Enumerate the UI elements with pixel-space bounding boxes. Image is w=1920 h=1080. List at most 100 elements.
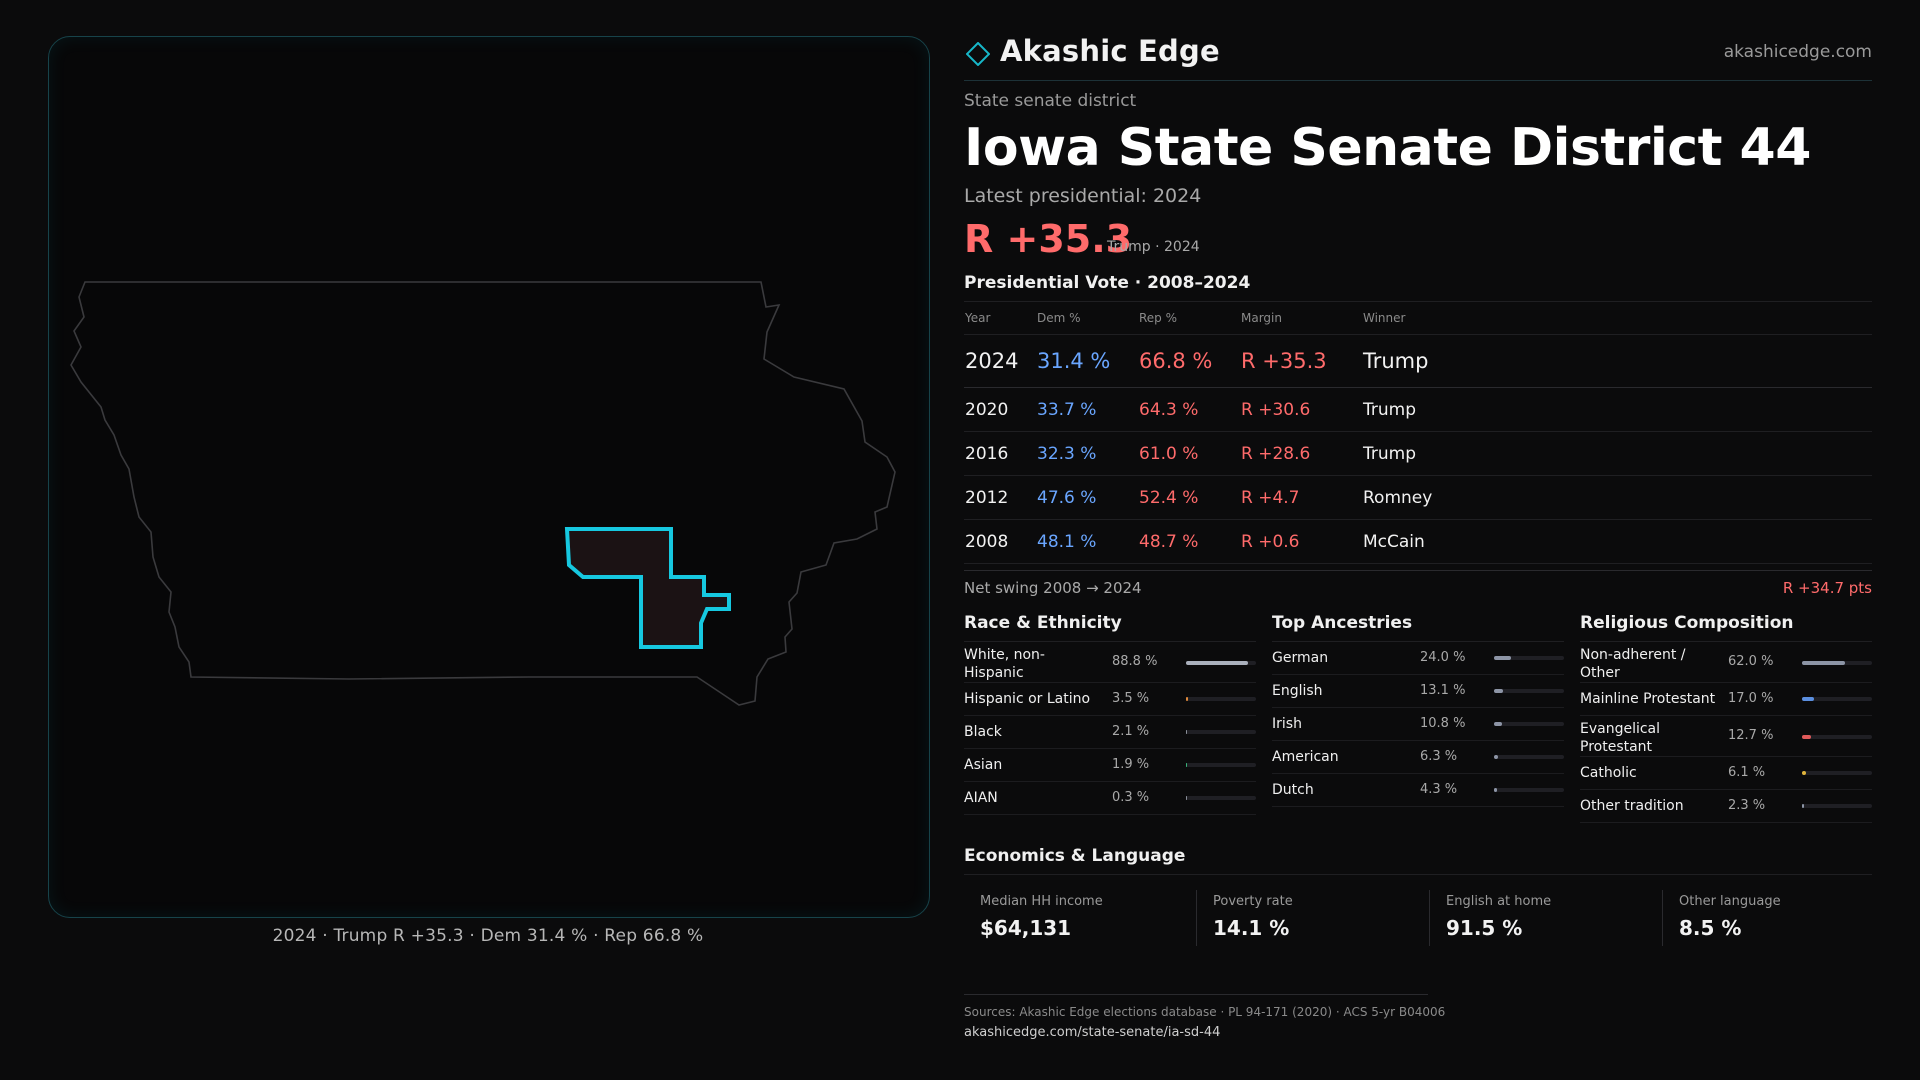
- rep-cell: 52.4 %: [1138, 475, 1240, 520]
- margin-subtitle: Trump · 2024: [1107, 239, 1200, 255]
- bar-fill: [1494, 722, 1502, 726]
- bar-track: [1186, 763, 1256, 767]
- dem-cell: 33.7 %: [1036, 387, 1138, 432]
- dem-cell: 32.3 %: [1036, 431, 1138, 476]
- list-item: Dutch 4.3 %: [1272, 774, 1564, 807]
- district-highlight: [564, 527, 731, 649]
- margin-value: R +35.3: [964, 217, 1133, 261]
- brand-url[interactable]: akashicedge.com: [1723, 42, 1872, 62]
- stat-card-poverty: Poverty rate 14.1 %: [1196, 890, 1429, 946]
- item-name: Catholic: [1580, 765, 1637, 781]
- col-header-rep: Rep %: [1138, 302, 1240, 335]
- rep-cell: 61.0 %: [1138, 431, 1240, 476]
- margin-cell: R +28.6: [1240, 431, 1362, 476]
- bar-fill: [1802, 771, 1807, 775]
- item-name: Black: [964, 724, 1002, 740]
- map-panel: [48, 36, 930, 918]
- list-item: Mainline Protestant 17.0 %: [1580, 683, 1872, 716]
- list-item: American 6.3 %: [1272, 741, 1564, 774]
- year-cell: 2012: [964, 475, 1036, 520]
- item-name: White, non-Hispanic: [964, 647, 1045, 681]
- item-pct: 13.1 %: [1420, 683, 1466, 698]
- item-name: Evangelical Protestant: [1580, 721, 1661, 755]
- table-row: 2012 47.6 % 52.4 % R +4.7 Romney: [964, 475, 1872, 520]
- list-item: Hispanic or Latino 3.5 %: [964, 683, 1256, 716]
- col-header-year: Year: [964, 302, 1036, 335]
- bar-track: [1186, 796, 1256, 800]
- presidential-table-title: Presidential Vote · 2008–2024: [964, 273, 1872, 302]
- stat-label: Median HH income: [980, 894, 1103, 909]
- stat-value: 91.5 %: [1446, 916, 1523, 940]
- bar-track: [1802, 804, 1872, 808]
- rep-cell: 64.3 %: [1138, 387, 1240, 432]
- bar-track: [1802, 697, 1872, 701]
- stat-label: Other language: [1679, 894, 1781, 909]
- stat-label: Poverty rate: [1213, 894, 1293, 909]
- religion-title: Religious Composition: [1580, 613, 1872, 642]
- item-name: Dutch: [1272, 782, 1314, 798]
- ancestry-title: Top Ancestries: [1272, 613, 1564, 642]
- bar-fill: [1494, 788, 1497, 792]
- year-cell: 2008: [964, 519, 1036, 564]
- list-item: Black 2.1 %: [964, 716, 1256, 749]
- item-name: AIAN: [964, 790, 998, 806]
- list-item: AIAN 0.3 %: [964, 782, 1256, 815]
- year-cell: 2016: [964, 431, 1036, 476]
- list-item: Irish 10.8 %: [1272, 708, 1564, 741]
- list-item: Other tradition 2.3 %: [1580, 790, 1872, 823]
- col-header-dem: Dem %: [1036, 302, 1138, 335]
- stat-card-english: English at home 91.5 %: [1429, 890, 1662, 946]
- table-row: 2008 48.1 % 48.7 % R +0.6 McCain: [964, 519, 1872, 564]
- bar-track: [1494, 656, 1564, 660]
- item-name: Non-adherent / Other: [1580, 647, 1686, 681]
- bar-fill: [1494, 689, 1504, 693]
- stat-card-other-language: Other language 8.5 %: [1662, 890, 1873, 946]
- list-item: Asian 1.9 %: [964, 749, 1256, 782]
- item-pct: 62.0 %: [1728, 654, 1774, 669]
- bar-track: [1802, 735, 1872, 739]
- table-row: 2016 32.3 % 61.0 % R +28.6 Trump: [964, 431, 1872, 476]
- economics-title: Economics & Language: [964, 846, 1872, 875]
- item-pct: 2.1 %: [1112, 724, 1150, 739]
- bar-track: [1186, 661, 1256, 665]
- bar-fill: [1186, 730, 1188, 734]
- bar-track: [1494, 689, 1564, 693]
- page-url[interactable]: akashicedge.com/state-senate/ia-sd-44: [964, 1025, 1221, 1040]
- list-item: Non-adherent / Other 62.0 %: [1580, 642, 1872, 683]
- margin-cell: R +0.6: [1240, 519, 1362, 564]
- demographics-section: Race & Ethnicity White, non-Hispanic 88.…: [964, 613, 1872, 851]
- bar-fill: [1802, 735, 1811, 739]
- footer: Sources: Akashic Edge elections database…: [964, 994, 1446, 1040]
- item-name: Mainline Protestant: [1580, 691, 1716, 707]
- item-name: Hispanic or Latino: [964, 691, 1091, 707]
- district-map: [70, 281, 896, 706]
- bar-fill: [1494, 755, 1499, 759]
- dem-cell: 48.1 %: [1036, 519, 1138, 564]
- item-pct: 12.7 %: [1728, 728, 1774, 743]
- item-pct: 88.8 %: [1112, 654, 1158, 669]
- sources-text: Sources: Akashic Edge elections database…: [964, 1005, 1446, 1019]
- bar-track: [1802, 771, 1872, 775]
- district-kind: State senate district: [964, 91, 1137, 111]
- bar-fill: [1802, 661, 1846, 665]
- religion-panel: Religious Composition Non-adherent / Oth…: [1580, 613, 1872, 823]
- item-pct: 1.9 %: [1112, 757, 1150, 772]
- race-panel: Race & Ethnicity White, non-Hispanic 88.…: [964, 613, 1256, 815]
- col-header-margin: Margin: [1240, 302, 1362, 335]
- stat-card-income: Median HH income $64,131: [964, 890, 1196, 946]
- stat-value: $64,131: [980, 916, 1072, 940]
- presidential-table: Year Dem % Rep % Margin Winner 2024 31.4…: [964, 302, 1872, 564]
- economics-cards: Median HH income $64,131 Poverty rate 14…: [964, 890, 1872, 946]
- item-pct: 2.3 %: [1728, 798, 1766, 813]
- detail-column: Akashic Edge akashicedge.com State senat…: [964, 30, 1872, 851]
- item-name: Asian: [964, 757, 1003, 773]
- item-pct: 10.8 %: [1420, 716, 1466, 731]
- stat-label: English at home: [1446, 894, 1552, 909]
- year-cell: 2024: [964, 334, 1036, 388]
- swing-value: R +34.7 pts: [1782, 579, 1872, 597]
- stat-value: 14.1 %: [1213, 916, 1290, 940]
- winner-cell: Trump: [1362, 431, 1872, 476]
- item-name: American: [1272, 749, 1339, 765]
- bar-track: [1494, 722, 1564, 726]
- dem-cell: 31.4 %: [1036, 334, 1138, 388]
